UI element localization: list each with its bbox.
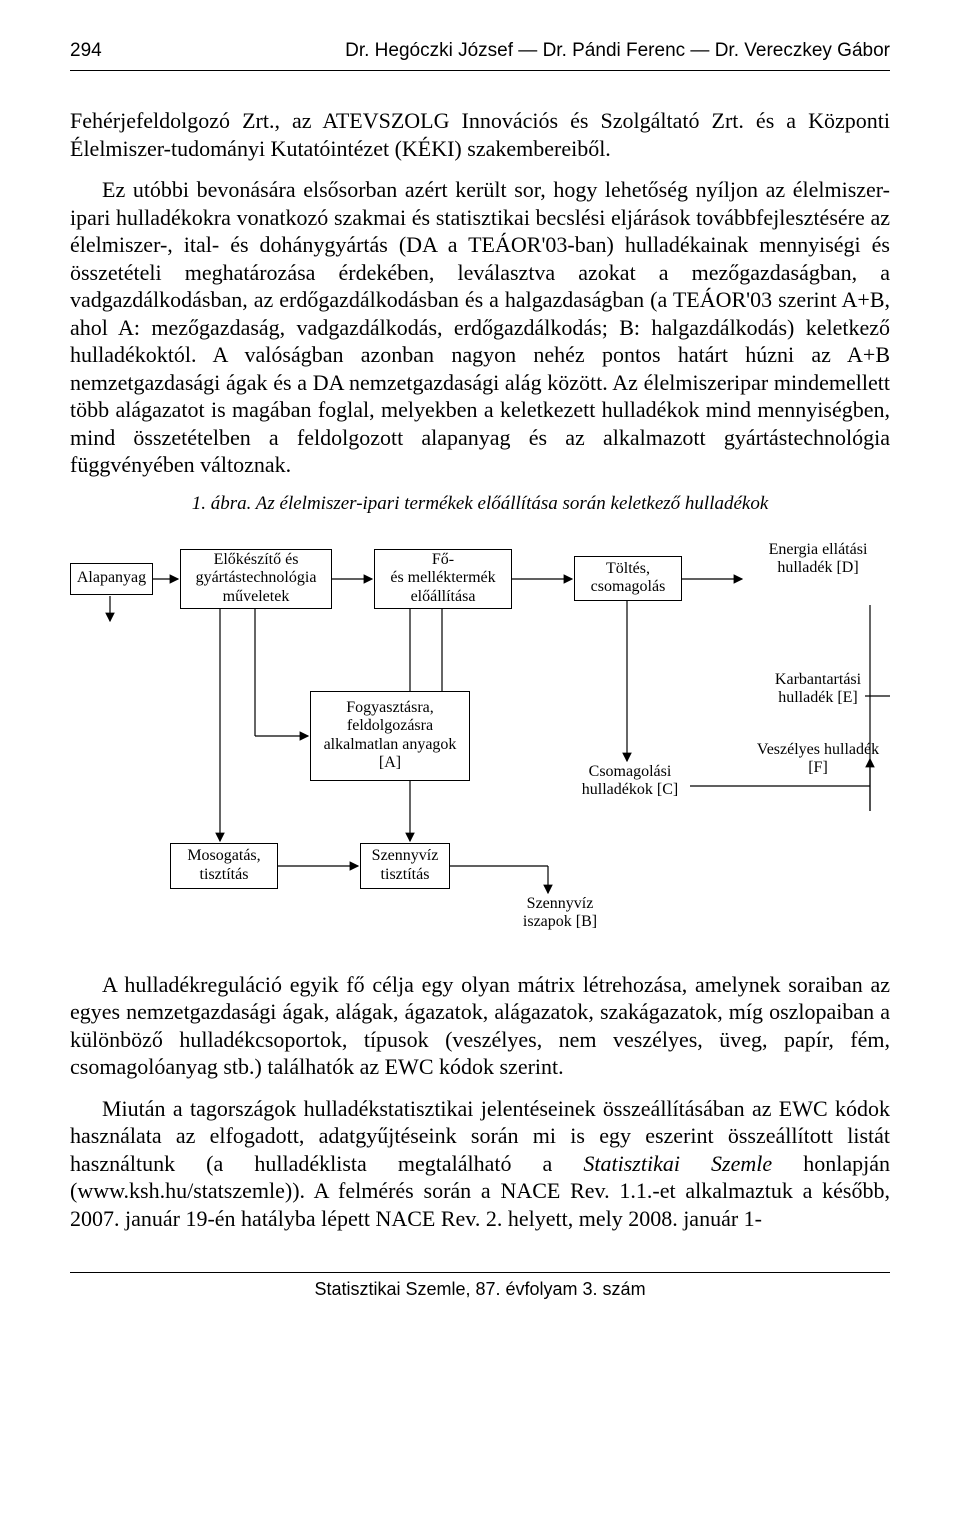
node-mosogatas: Mosogatás, tisztítás (170, 843, 278, 889)
node-elokeszito: Előkészítő és gyártástechnológia művelet… (180, 549, 332, 609)
paragraph-3b: Miután a tagországok hulladékstatisztika… (70, 1095, 890, 1233)
paragraph-3a: A hulladékreguláció egyik fő célja egy o… (70, 971, 890, 1081)
page: 294 Dr. Hegóczki József — Dr. Pándi Fere… (0, 0, 960, 1330)
paragraph-2: Ez utóbbi bevonására elsősorban azért ke… (70, 176, 890, 479)
process-flowchart: Alapanyag Előkészítő és gyártástechnológ… (70, 541, 890, 941)
running-header: 294 Dr. Hegóczki József — Dr. Pándi Fere… (70, 40, 890, 62)
label-veszelyes: Veszélyes hulladék [F] (746, 741, 890, 778)
node-szennyviz-tisztitas: Szennyvíz tisztítás (360, 843, 450, 889)
paragraph-1: Fehérjefeldolgozó Zrt., az ATEVSZOLG Inn… (70, 107, 890, 162)
node-fogyasztasra: Fogyasztásra, feldolgozásra alkalmatlan … (310, 691, 470, 781)
p3b-italic: Statisztikai Szemle (583, 1151, 772, 1176)
label-csomagolasi: Csomagolási hulladékok [C] (565, 763, 695, 800)
node-toltes: Töltés, csomagolás (574, 556, 682, 601)
figure-caption: 1. ábra. Az élelmiszer-ipari termékek el… (70, 493, 890, 515)
page-number: 294 (70, 40, 102, 62)
node-alapanyag: Alapanyag (70, 563, 153, 595)
node-fo-mellek: Fő- és melléktermék előállítása (374, 549, 512, 609)
label-energia: Energia ellátási hulladék [D] (746, 541, 890, 578)
header-authors: Dr. Hegóczki József — Dr. Pándi Ferenc —… (345, 40, 890, 62)
label-karbantartas: Karbantartási hulladék [E] (746, 671, 890, 708)
page-footer: Statisztikai Szemle, 87. évfolyam 3. szá… (70, 1272, 890, 1300)
header-rule (70, 70, 890, 71)
label-szennyviz-iszapok: Szennyvíz iszapok [B] (500, 895, 620, 932)
